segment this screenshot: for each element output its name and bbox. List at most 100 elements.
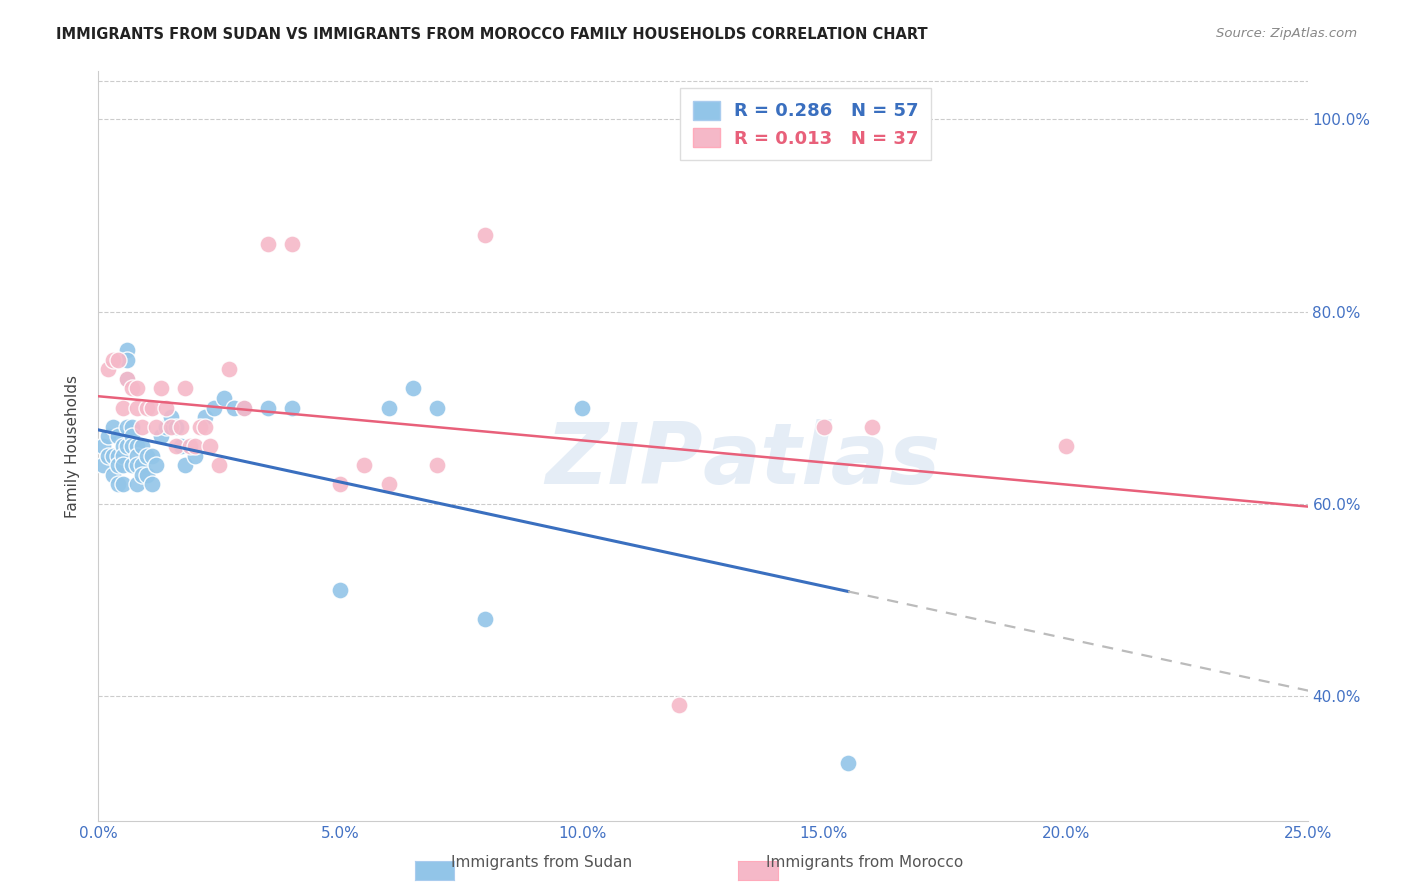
Point (117, 372, 139, 386)
Point (135, 449, 157, 463)
Point (198, 439, 221, 453)
Point (127, 458, 149, 473)
Point (571, 401, 593, 415)
Point (155, 419, 177, 434)
Point (329, 583, 352, 598)
Point (232, 401, 254, 415)
Text: IMMIGRANTS FROM SUDAN VS IMMIGRANTS FROM MOROCCO FAMILY HOUSEHOLDS CORRELATION C: IMMIGRANTS FROM SUDAN VS IMMIGRANTS FROM… (56, 27, 928, 42)
Point (145, 458, 167, 473)
Point (169, 419, 191, 434)
Point (131, 467, 153, 482)
Point (141, 449, 163, 463)
Point (127, 439, 149, 453)
Point (107, 352, 129, 367)
Point (107, 449, 129, 463)
Point (127, 381, 149, 395)
Point (174, 458, 197, 473)
Point (117, 352, 139, 367)
Point (107, 458, 129, 473)
Point (377, 401, 399, 415)
Point (377, 477, 399, 491)
Point (145, 419, 167, 434)
Point (160, 410, 183, 425)
Point (474, 227, 496, 242)
Point (208, 458, 231, 473)
Point (121, 429, 143, 443)
Y-axis label: Family Households: Family Households (65, 375, 80, 517)
Point (218, 362, 240, 376)
Point (107, 429, 129, 443)
Point (165, 419, 187, 434)
Point (117, 372, 139, 386)
Point (97, 429, 120, 443)
Point (135, 467, 157, 482)
Point (111, 449, 134, 463)
Point (402, 381, 425, 395)
Point (127, 477, 149, 491)
Point (91, 439, 114, 453)
Point (111, 458, 134, 473)
Point (121, 439, 143, 453)
Point (174, 381, 197, 395)
Text: ZIP: ZIP (546, 419, 703, 502)
Point (121, 419, 143, 434)
Point (131, 419, 153, 434)
Point (222, 401, 245, 415)
Point (107, 477, 129, 491)
Point (188, 419, 211, 434)
Point (97, 449, 120, 463)
Point (1054, 439, 1077, 453)
Point (117, 439, 139, 453)
Point (426, 401, 449, 415)
Point (135, 401, 157, 415)
Point (141, 477, 163, 491)
Point (837, 756, 859, 770)
Point (668, 698, 690, 713)
Point (101, 449, 124, 463)
Point (150, 381, 173, 395)
Point (155, 401, 177, 415)
Text: atlas: atlas (703, 419, 941, 502)
Point (97, 362, 120, 376)
Text: Source: ZipAtlas.com: Source: ZipAtlas.com (1216, 27, 1357, 40)
Point (165, 439, 187, 453)
Point (353, 458, 375, 473)
Point (281, 237, 304, 252)
Legend: R = 0.286   N = 57, R = 0.013   N = 37: R = 0.286 N = 57, R = 0.013 N = 37 (681, 88, 931, 161)
Point (121, 381, 143, 395)
Point (111, 439, 134, 453)
Point (131, 458, 153, 473)
Point (91, 458, 114, 473)
Point (194, 410, 217, 425)
Point (127, 449, 149, 463)
Point (212, 391, 235, 405)
Point (474, 612, 496, 626)
Point (281, 401, 304, 415)
Point (117, 343, 139, 357)
Point (131, 439, 153, 453)
Point (194, 419, 217, 434)
Point (150, 429, 173, 443)
Text: Immigrants from Sudan: Immigrants from Sudan (451, 855, 631, 870)
Point (426, 458, 449, 473)
Point (184, 439, 207, 453)
Point (121, 458, 143, 473)
Text: Immigrants from Morocco: Immigrants from Morocco (766, 855, 963, 870)
Point (141, 401, 163, 415)
Point (179, 439, 201, 453)
Point (329, 477, 352, 491)
Point (101, 467, 124, 482)
Point (160, 419, 183, 434)
Point (101, 352, 124, 367)
Point (256, 401, 278, 415)
Point (111, 401, 134, 415)
Point (256, 237, 278, 252)
Point (127, 401, 149, 415)
Point (169, 439, 191, 453)
Point (813, 419, 835, 434)
Point (111, 477, 134, 491)
Point (860, 419, 883, 434)
Point (117, 419, 139, 434)
Point (204, 401, 226, 415)
Point (184, 449, 207, 463)
